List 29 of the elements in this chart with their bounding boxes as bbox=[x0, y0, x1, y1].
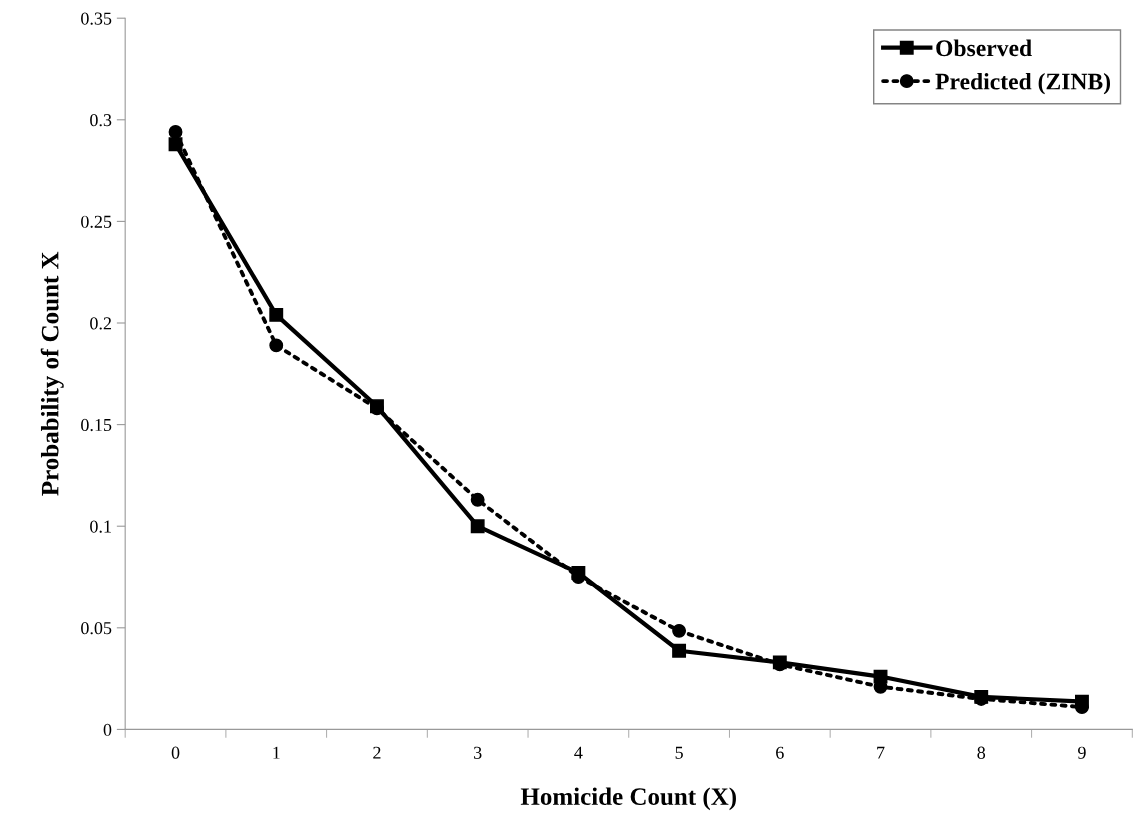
x-tick-label: 1 bbox=[273, 746, 280, 759]
point bbox=[470, 492, 485, 507]
point bbox=[168, 125, 183, 139]
y-tick-label: 0.3 bbox=[90, 114, 112, 127]
x-tick-label: 4 bbox=[574, 746, 583, 759]
y-tick-label: 0.15 bbox=[81, 418, 112, 432]
x-axis-title: Homicide Count (X) bbox=[520, 787, 736, 811]
x-tick-label: 0 bbox=[171, 746, 180, 759]
y-tick-label: 0.25 bbox=[81, 215, 112, 228]
x-tick-label: 9 bbox=[1078, 746, 1086, 759]
point bbox=[672, 643, 687, 658]
y-axis-title: Probability of Count X bbox=[40, 251, 64, 496]
legend-label: Observed bbox=[936, 39, 1032, 57]
x-tick-label: 7 bbox=[877, 746, 885, 759]
point bbox=[269, 307, 284, 322]
x-tick-label: 8 bbox=[977, 746, 986, 759]
y-tick-label: 0.35 bbox=[81, 12, 112, 25]
x-tick-label: 6 bbox=[776, 746, 784, 759]
y-tick-label: 0.2 bbox=[90, 317, 111, 330]
y-tick-label: 0 bbox=[103, 723, 112, 736]
y-tick-label: 0.05 bbox=[81, 622, 112, 635]
point bbox=[269, 338, 284, 353]
x-tick-label: 3 bbox=[474, 746, 482, 759]
x-tick-label: 2 bbox=[373, 746, 381, 759]
legend-label: Predicted (ZINB) bbox=[935, 72, 1111, 95]
y-tick-label: 0.1 bbox=[90, 520, 111, 533]
x-tick-label: 5 bbox=[675, 746, 683, 759]
point bbox=[672, 623, 687, 638]
point bbox=[470, 519, 485, 534]
